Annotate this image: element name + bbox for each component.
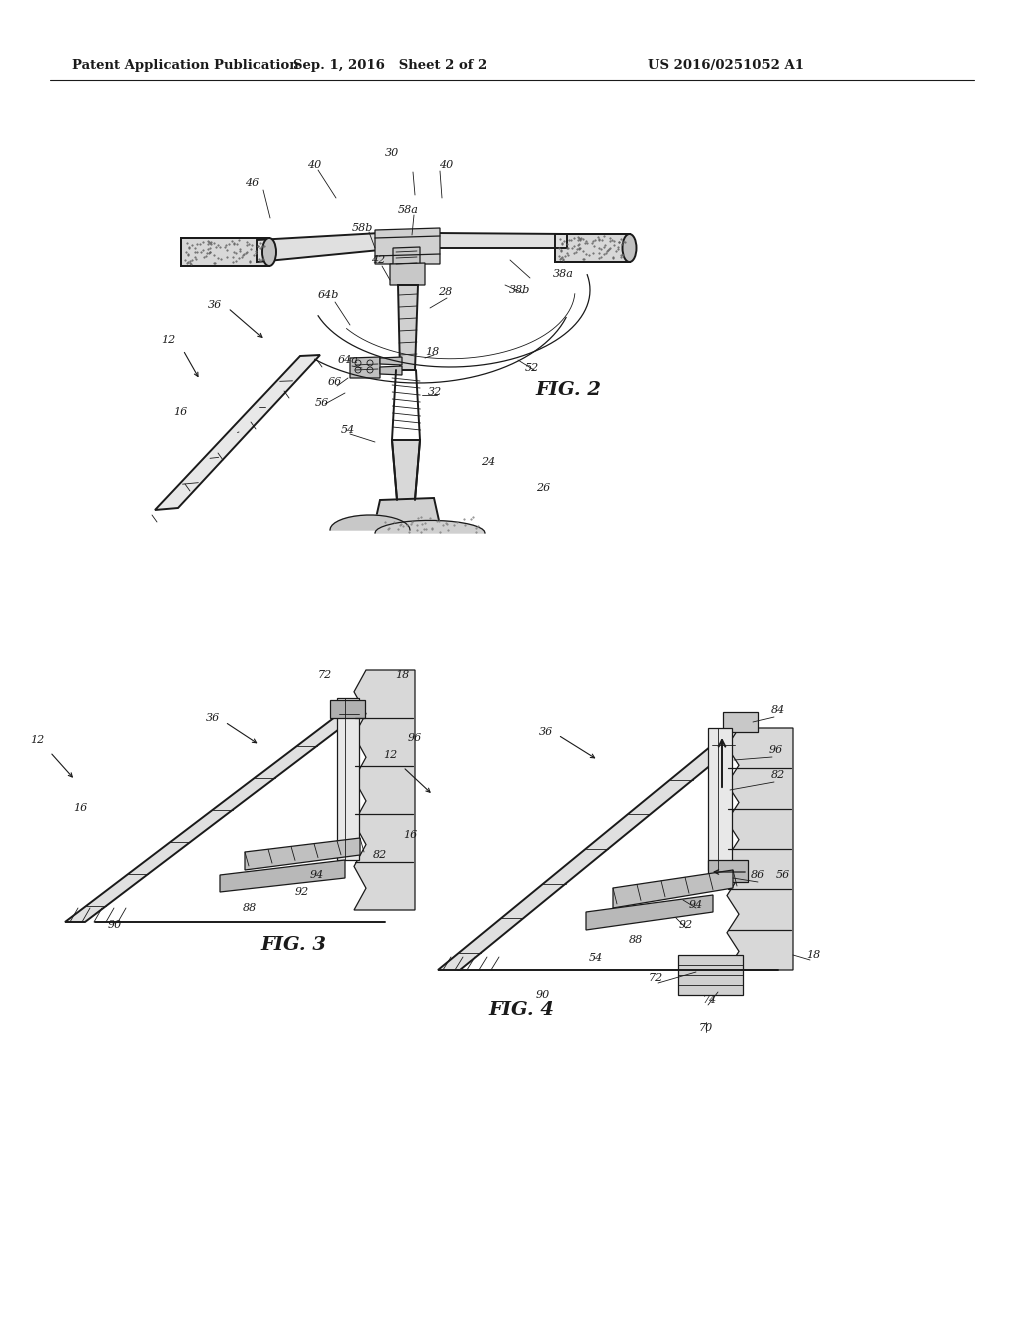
- Polygon shape: [374, 498, 440, 527]
- Polygon shape: [181, 238, 269, 267]
- Ellipse shape: [262, 238, 276, 267]
- Polygon shape: [337, 698, 359, 861]
- Polygon shape: [380, 356, 402, 366]
- Text: 38b: 38b: [509, 285, 530, 294]
- Polygon shape: [555, 234, 630, 261]
- Polygon shape: [354, 671, 415, 909]
- Text: 52: 52: [525, 363, 539, 374]
- Text: 40: 40: [439, 160, 454, 170]
- Text: 82: 82: [771, 770, 785, 780]
- Text: Patent Application Publication: Patent Application Publication: [72, 58, 299, 71]
- Text: FIG. 4: FIG. 4: [488, 1001, 554, 1019]
- Text: 96: 96: [769, 744, 783, 755]
- Text: 88: 88: [629, 935, 643, 945]
- Text: 36: 36: [208, 300, 222, 310]
- Ellipse shape: [623, 234, 637, 261]
- Polygon shape: [65, 698, 380, 921]
- Polygon shape: [375, 228, 440, 264]
- Text: 46: 46: [245, 178, 259, 187]
- Text: 42: 42: [371, 255, 385, 265]
- Polygon shape: [586, 895, 713, 931]
- Text: 58a: 58a: [397, 205, 419, 215]
- Polygon shape: [723, 711, 758, 733]
- Text: 72: 72: [317, 671, 332, 680]
- Polygon shape: [678, 954, 743, 995]
- Text: 28: 28: [438, 286, 453, 297]
- Text: 96: 96: [408, 733, 422, 743]
- Text: 12: 12: [161, 335, 175, 345]
- Text: 16: 16: [173, 407, 187, 417]
- Polygon shape: [375, 520, 485, 533]
- Text: 92: 92: [679, 920, 693, 931]
- Text: FIG. 3: FIG. 3: [260, 936, 326, 954]
- Text: US 2016/0251052 A1: US 2016/0251052 A1: [648, 58, 804, 71]
- Text: 16: 16: [73, 803, 87, 813]
- Text: 30: 30: [385, 148, 399, 158]
- Polygon shape: [438, 729, 756, 970]
- Text: 72: 72: [649, 973, 664, 983]
- Polygon shape: [393, 247, 420, 268]
- Text: 56: 56: [776, 870, 791, 880]
- Polygon shape: [330, 515, 410, 531]
- Text: 82: 82: [373, 850, 387, 861]
- Text: 24: 24: [481, 457, 496, 467]
- Text: 66: 66: [328, 378, 342, 387]
- Text: 64b: 64b: [317, 290, 339, 300]
- Text: 84: 84: [771, 705, 785, 715]
- Polygon shape: [435, 234, 567, 248]
- Text: Sep. 1, 2016   Sheet 2 of 2: Sep. 1, 2016 Sheet 2 of 2: [293, 58, 487, 71]
- Text: 94: 94: [310, 870, 325, 880]
- Text: 18: 18: [395, 671, 410, 680]
- Text: 86: 86: [751, 870, 765, 880]
- Text: 94: 94: [689, 900, 703, 909]
- Polygon shape: [220, 861, 345, 892]
- Text: 32: 32: [428, 387, 442, 397]
- Text: 92: 92: [295, 887, 309, 898]
- Text: 90: 90: [536, 990, 550, 1001]
- Polygon shape: [245, 838, 360, 870]
- Text: 54: 54: [341, 425, 355, 436]
- Polygon shape: [155, 355, 319, 510]
- Polygon shape: [350, 356, 380, 378]
- Polygon shape: [392, 440, 420, 500]
- Text: 58b: 58b: [351, 223, 373, 234]
- Text: 36: 36: [206, 713, 220, 723]
- Polygon shape: [390, 263, 425, 285]
- Polygon shape: [330, 700, 365, 718]
- Text: 74: 74: [702, 995, 717, 1005]
- Polygon shape: [380, 366, 402, 375]
- Polygon shape: [613, 870, 733, 908]
- Text: 40: 40: [307, 160, 322, 170]
- Text: 36: 36: [539, 727, 553, 737]
- Polygon shape: [708, 729, 732, 870]
- Text: 70: 70: [698, 1023, 713, 1034]
- Text: 26: 26: [536, 483, 550, 492]
- Text: 18: 18: [425, 347, 439, 356]
- Text: 38a: 38a: [553, 269, 573, 279]
- Polygon shape: [257, 234, 380, 261]
- Text: 12: 12: [383, 750, 397, 760]
- Text: 18: 18: [806, 950, 820, 960]
- Polygon shape: [398, 285, 418, 370]
- Polygon shape: [727, 729, 793, 970]
- Text: 88: 88: [243, 903, 257, 913]
- Text: FIG. 2: FIG. 2: [535, 381, 601, 399]
- Polygon shape: [708, 861, 748, 882]
- Text: 56: 56: [314, 399, 329, 408]
- Text: 64a: 64a: [338, 355, 358, 366]
- Text: 54: 54: [589, 953, 603, 964]
- Text: 12: 12: [30, 735, 44, 744]
- Text: 16: 16: [402, 830, 417, 840]
- Text: 90: 90: [108, 920, 122, 931]
